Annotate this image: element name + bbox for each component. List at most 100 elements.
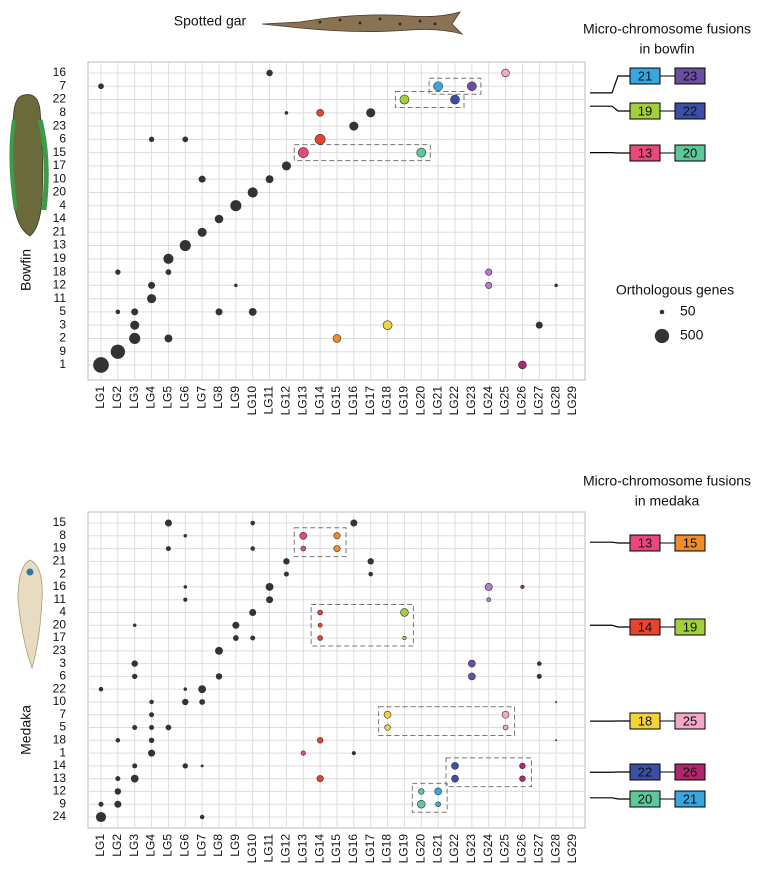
bubble <box>334 533 340 539</box>
bubble <box>537 674 542 679</box>
y-tick-label: 7 <box>59 78 66 92</box>
bubble <box>199 699 205 705</box>
y-tick-label: 3 <box>59 317 66 331</box>
bubble <box>232 622 239 629</box>
bubble <box>184 534 188 538</box>
fusion-connector <box>590 106 630 111</box>
x-tick-label: LG6 <box>177 834 191 857</box>
bubble <box>284 572 289 577</box>
bubble <box>147 294 156 303</box>
y-tick-label: 15 <box>53 145 67 159</box>
x-tick-label: LG13 <box>295 834 309 864</box>
bubble <box>166 546 171 551</box>
x-tick-label: LG11 <box>262 834 276 863</box>
x-tick-label: LG27 <box>531 834 545 864</box>
y-tick-label: 5 <box>59 304 66 318</box>
x-tick-label: LG15 <box>329 834 343 864</box>
x-tick-label: LG9 <box>228 386 242 409</box>
bubble <box>520 776 526 782</box>
fusion-label: 23 <box>683 68 697 83</box>
x-tick-label: LG22 <box>447 834 461 864</box>
bubble <box>266 596 273 603</box>
fusion-label: 26 <box>683 764 697 779</box>
highlight-box <box>412 783 447 812</box>
fusion-title: Micro-chromosome fusions <box>583 473 751 489</box>
x-axis-title: Spotted gar <box>174 13 247 29</box>
bubble <box>333 335 341 343</box>
bubble <box>266 70 272 76</box>
bubble <box>215 308 222 315</box>
x-tick-label: LG23 <box>464 386 478 416</box>
x-tick-label: LG14 <box>312 386 326 416</box>
y-tick-label: 17 <box>53 158 67 172</box>
x-tick-label: LG9 <box>228 834 242 857</box>
x-tick-label: LG16 <box>346 834 360 864</box>
x-tick-label: LG8 <box>211 386 225 409</box>
bubble <box>116 738 121 743</box>
bubble <box>149 137 154 142</box>
bubble <box>184 687 188 691</box>
x-tick-label: LG7 <box>194 834 208 857</box>
bubble <box>233 635 239 641</box>
bubble <box>384 711 391 718</box>
x-tick-label: LG18 <box>380 386 394 416</box>
bubble <box>216 673 222 679</box>
bubble <box>400 95 409 104</box>
bubble <box>283 558 289 564</box>
x-tick-label: LG26 <box>515 386 529 416</box>
fusion-label: 22 <box>683 103 697 118</box>
bubble <box>149 725 154 730</box>
y-tick-label: 23 <box>53 118 67 132</box>
fusion-label: 22 <box>638 764 652 779</box>
bubble <box>401 609 409 617</box>
y-tick-label: 1 <box>59 357 66 371</box>
bubble <box>165 519 172 526</box>
bubble <box>451 762 458 769</box>
x-tick-label: LG5 <box>161 386 175 409</box>
bubble <box>486 282 492 288</box>
x-tick-label: LG21 <box>430 386 444 416</box>
bubble <box>99 687 104 692</box>
medaka-illustration <box>18 560 42 668</box>
bubble <box>368 558 374 564</box>
bubble <box>502 711 509 718</box>
bubble <box>318 636 323 641</box>
y-tick-label: 4 <box>59 198 66 212</box>
bubble <box>182 699 188 705</box>
bubble <box>115 269 120 274</box>
bubble <box>300 532 307 539</box>
fusion-label: 13 <box>638 145 652 160</box>
bubble <box>435 788 442 795</box>
bubble <box>318 623 322 627</box>
bubble <box>350 519 357 526</box>
fusion-title: in bowfin <box>639 41 694 57</box>
y-tick-label: 12 <box>53 278 67 292</box>
legend-bubble <box>660 310 665 315</box>
fusion-label: 15 <box>683 535 697 550</box>
x-tick-label: LG17 <box>363 834 377 864</box>
bubble <box>234 284 238 288</box>
bubble <box>250 546 255 551</box>
bubble <box>250 521 255 526</box>
bubble <box>417 800 425 808</box>
bubble <box>131 308 138 315</box>
bubble <box>315 134 325 144</box>
legend-label: 50 <box>680 303 696 319</box>
x-tick-label: LG22 <box>447 386 461 416</box>
bubble <box>200 815 205 820</box>
bubble <box>99 802 104 807</box>
fusion-label: 19 <box>683 619 697 634</box>
bubble <box>149 738 154 743</box>
y-tick-label: 20 <box>53 185 67 199</box>
bubble <box>555 701 557 703</box>
x-tick-label: LG15 <box>329 386 343 416</box>
bubble <box>368 572 373 577</box>
bubble <box>467 82 476 91</box>
bubble <box>199 176 206 183</box>
x-tick-label: LG1 <box>93 386 107 409</box>
bubble <box>486 269 492 275</box>
y-tick-label: 16 <box>53 65 67 79</box>
bubble <box>114 801 121 808</box>
x-tick-label: LG29 <box>565 386 579 416</box>
bubble <box>250 636 255 641</box>
